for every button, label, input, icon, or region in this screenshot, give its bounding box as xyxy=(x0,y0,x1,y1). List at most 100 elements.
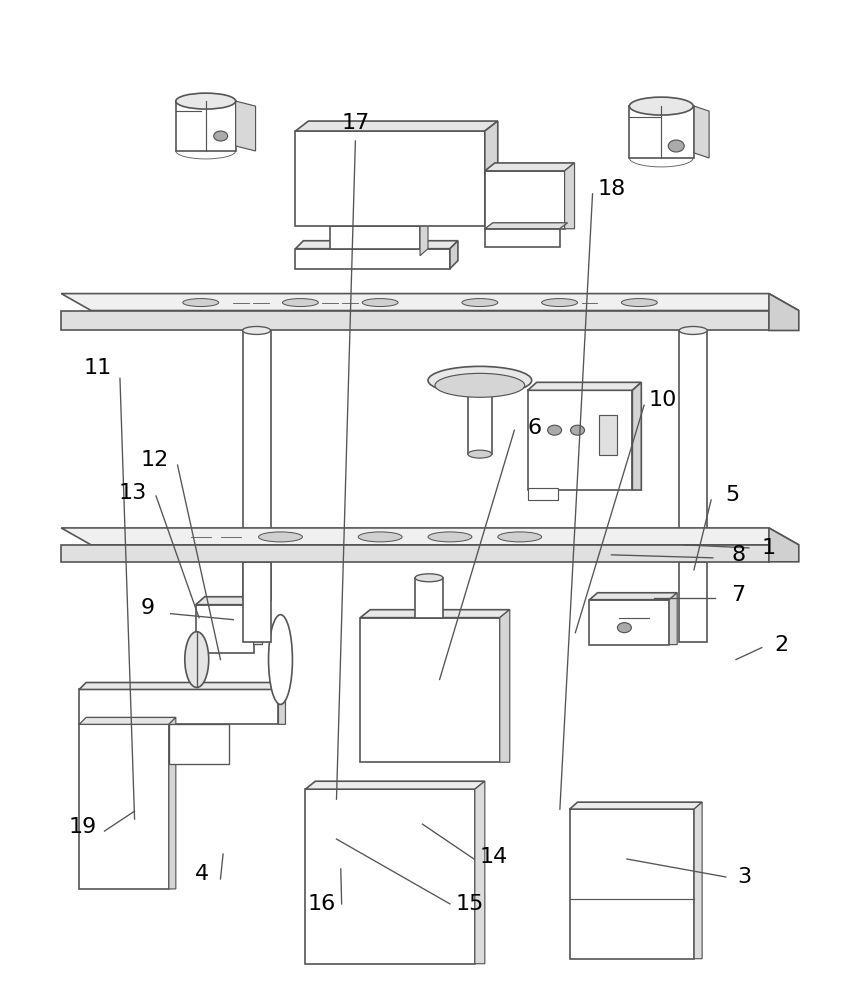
Ellipse shape xyxy=(468,450,492,458)
Ellipse shape xyxy=(242,326,270,334)
Polygon shape xyxy=(253,597,263,645)
Polygon shape xyxy=(484,163,574,171)
Polygon shape xyxy=(79,717,176,724)
Bar xyxy=(295,249,449,269)
Polygon shape xyxy=(589,593,677,600)
Text: 10: 10 xyxy=(648,390,677,410)
Polygon shape xyxy=(295,241,457,249)
Text: 14: 14 xyxy=(479,847,507,867)
Ellipse shape xyxy=(428,366,531,394)
Polygon shape xyxy=(693,802,702,959)
Ellipse shape xyxy=(258,532,302,542)
Polygon shape xyxy=(484,223,567,229)
Text: 2: 2 xyxy=(773,635,788,655)
Ellipse shape xyxy=(269,615,292,704)
Ellipse shape xyxy=(678,326,706,334)
Bar xyxy=(195,605,253,653)
Ellipse shape xyxy=(282,299,318,307)
Polygon shape xyxy=(61,311,768,330)
Ellipse shape xyxy=(183,299,219,307)
Polygon shape xyxy=(278,682,285,724)
Ellipse shape xyxy=(362,299,398,307)
Text: 11: 11 xyxy=(84,358,112,378)
Polygon shape xyxy=(768,294,798,330)
Bar xyxy=(589,600,668,645)
Ellipse shape xyxy=(621,299,656,307)
Ellipse shape xyxy=(629,97,692,115)
Polygon shape xyxy=(474,781,484,964)
Polygon shape xyxy=(305,781,484,789)
Text: 6: 6 xyxy=(526,418,541,438)
Text: 8: 8 xyxy=(731,545,745,565)
Text: 18: 18 xyxy=(597,179,625,199)
Ellipse shape xyxy=(570,425,584,435)
Bar xyxy=(678,562,706,642)
Ellipse shape xyxy=(435,373,524,397)
Polygon shape xyxy=(449,241,457,269)
Bar xyxy=(414,578,443,618)
Text: 16: 16 xyxy=(307,894,336,914)
Ellipse shape xyxy=(667,140,684,152)
Ellipse shape xyxy=(461,299,497,307)
Ellipse shape xyxy=(497,532,541,542)
Ellipse shape xyxy=(176,93,235,109)
Ellipse shape xyxy=(176,143,235,159)
Polygon shape xyxy=(295,121,497,131)
Bar xyxy=(484,229,559,247)
Polygon shape xyxy=(195,597,263,605)
Bar xyxy=(330,226,419,249)
Text: 5: 5 xyxy=(725,485,739,505)
Text: 15: 15 xyxy=(455,894,483,914)
Bar xyxy=(242,562,270,642)
Text: 17: 17 xyxy=(341,113,369,133)
Bar xyxy=(242,330,270,600)
Bar xyxy=(678,330,706,530)
Text: 12: 12 xyxy=(140,450,168,470)
Ellipse shape xyxy=(214,131,227,141)
Bar xyxy=(629,106,693,158)
Polygon shape xyxy=(79,682,285,689)
Polygon shape xyxy=(768,528,798,562)
Polygon shape xyxy=(527,382,641,390)
Ellipse shape xyxy=(358,532,401,542)
Ellipse shape xyxy=(541,299,577,307)
Bar xyxy=(79,724,169,889)
Bar xyxy=(360,618,499,762)
Bar xyxy=(527,390,632,490)
Ellipse shape xyxy=(547,425,561,435)
Ellipse shape xyxy=(414,574,443,582)
Text: 3: 3 xyxy=(737,867,751,887)
Bar xyxy=(169,724,228,764)
Polygon shape xyxy=(632,382,641,490)
Polygon shape xyxy=(61,545,768,562)
Ellipse shape xyxy=(629,149,692,167)
Bar xyxy=(598,415,616,455)
Text: 19: 19 xyxy=(69,817,97,837)
Bar xyxy=(295,131,484,226)
Bar xyxy=(195,635,280,684)
Polygon shape xyxy=(419,219,428,256)
Polygon shape xyxy=(569,802,702,809)
Polygon shape xyxy=(169,717,176,889)
Bar xyxy=(176,101,235,151)
Ellipse shape xyxy=(428,532,471,542)
Polygon shape xyxy=(499,610,509,762)
Text: 1: 1 xyxy=(761,538,775,558)
Polygon shape xyxy=(360,610,509,618)
Bar xyxy=(468,394,492,454)
Text: 4: 4 xyxy=(195,864,208,884)
Text: 7: 7 xyxy=(731,585,745,605)
Polygon shape xyxy=(484,121,497,226)
Bar xyxy=(569,809,693,959)
Polygon shape xyxy=(61,294,798,311)
Polygon shape xyxy=(61,528,798,545)
Bar xyxy=(305,789,474,964)
Polygon shape xyxy=(235,101,255,151)
Text: 9: 9 xyxy=(140,598,154,618)
Polygon shape xyxy=(564,163,574,229)
Bar xyxy=(79,689,278,724)
Text: 13: 13 xyxy=(119,483,147,503)
Bar xyxy=(527,488,557,500)
Ellipse shape xyxy=(616,623,630,633)
Polygon shape xyxy=(668,593,677,645)
